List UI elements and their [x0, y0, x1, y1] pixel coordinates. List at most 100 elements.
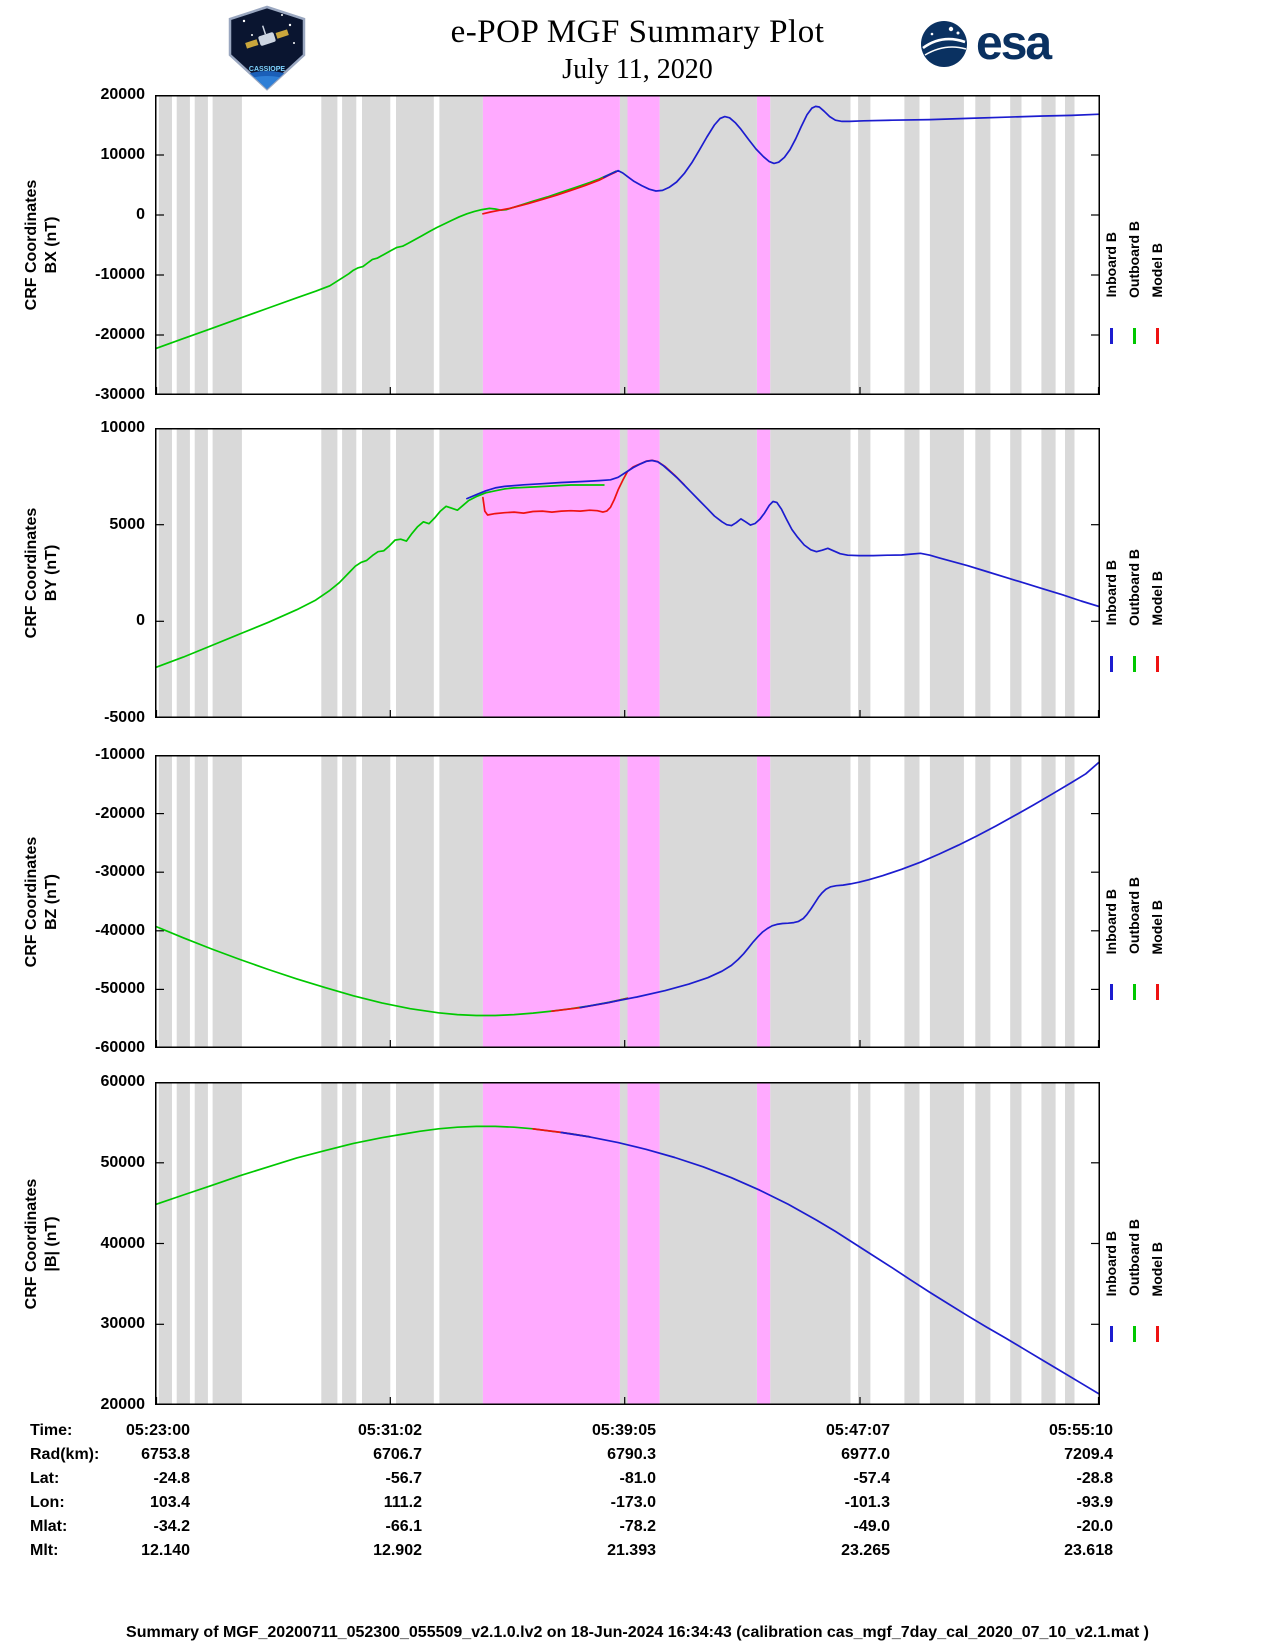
table-cell: -49.0 [853, 1518, 890, 1535]
table-cell: 05:47:07 [825, 1422, 890, 1439]
table-cell: -20.0 [1076, 1518, 1113, 1535]
legend-entry: Inboard B [1103, 789, 1119, 1000]
y-tick-label: -5000 [104, 709, 145, 726]
y-tick-label: -50000 [95, 980, 145, 998]
patch-label: CASSIOPE [249, 66, 286, 73]
legend-color-sample [1155, 655, 1159, 672]
legend-entry: Model B [1149, 133, 1165, 344]
footer-text: Summary of MGF_20200711_052300_055509_v2… [126, 1624, 1149, 1641]
y-tick-label: -40000 [95, 921, 145, 939]
table-row-label: Time: [30, 1422, 73, 1439]
legend-bx: Inboard B Outboard B Model B [1103, 133, 1165, 344]
y-tick-label: 10000 [100, 419, 146, 436]
y-tick-label: -20000 [95, 804, 145, 822]
table-cell: -93.9 [1076, 1494, 1113, 1511]
legend-color-sample [1109, 327, 1113, 344]
legend-color-sample [1155, 327, 1159, 344]
legend-entry: Model B [1149, 461, 1165, 672]
table-cell: 6753.8 [141, 1446, 190, 1463]
y-tick-label: -30000 [95, 863, 145, 881]
series-line-inboard-b [466, 459, 1100, 608]
table-cell: -78.2 [619, 1518, 656, 1535]
legend-color-sample [1155, 984, 1159, 1000]
y-tick-label: 20000 [100, 86, 146, 103]
legend-color-sample [1132, 327, 1136, 344]
table-cell: 6790.3 [607, 1446, 656, 1463]
y-tick-label: 0 [136, 206, 145, 223]
esa-emblem-icon [921, 21, 967, 67]
series-line-outboard-b [155, 170, 618, 350]
legend-color-sample [1155, 1326, 1159, 1342]
y-tick-label: 20000 [100, 1396, 146, 1413]
plot-area-bx [155, 95, 1100, 395]
legend-color-sample [1109, 984, 1113, 1000]
table-cell: -28.8 [1076, 1470, 1113, 1487]
series-line-outboard-b [155, 1125, 591, 1206]
chart-panel-bmag: CRF Coordinates |B| (nT) 60000 50000 40000 30… [0, 1073, 1275, 1413]
legend-bmag: Inboard B Outboard B Model B [1103, 1131, 1165, 1342]
legend-entry: Inboard B [1103, 1131, 1119, 1342]
series-line-model-b [482, 170, 618, 215]
y-tick-label: -10000 [95, 746, 145, 763]
esa-wordmark: esa [976, 17, 1052, 70]
plot-area-bmag [155, 1082, 1100, 1405]
plot-area-bz [155, 755, 1100, 1048]
y-tick-label: 60000 [100, 1073, 146, 1090]
y-tick-label: -30000 [95, 386, 145, 403]
table-cell: 6706.7 [373, 1446, 422, 1463]
y-tick-label: 40000 [100, 1234, 146, 1252]
legend-color-sample [1109, 1326, 1113, 1342]
y-tick-label: -10000 [95, 266, 145, 283]
table-cell: 111.2 [383, 1494, 422, 1511]
table-row-label: Mlat: [30, 1518, 68, 1535]
legend-color-sample [1132, 655, 1136, 672]
legend-entry: Inboard B [1103, 461, 1119, 672]
page-date: July 11, 2020 [562, 54, 713, 85]
table-row-label: Rad(km): [30, 1446, 100, 1463]
table-cell: 05:39:05 [591, 1422, 656, 1439]
chart-panel-bx: CRF Coordinates BX (nT) 20000 10000 0 -10000-… [0, 86, 1275, 403]
chart-panel-by: CRF Coordinates BY (nT) 10000 5000 0 -5000 Inb… [0, 419, 1275, 726]
table-cell: 21.393 [607, 1542, 656, 1559]
legend-entry: Outboard B [1126, 1131, 1142, 1342]
series-line-inboard-b [603, 105, 1100, 192]
series-line-inboard-b [560, 1131, 1100, 1396]
y-tick-label: 10000 [100, 146, 146, 163]
legend-entry: Outboard B [1126, 461, 1142, 672]
cassiope-mission-patch-icon: CASSIOPE [228, 5, 306, 91]
legend-bz: Inboard B Outboard B Model B [1103, 789, 1165, 1000]
table-row-label: Lon: [30, 1494, 65, 1511]
legend-entry: Outboard B [1126, 133, 1142, 344]
table-cell: -57.4 [853, 1470, 890, 1487]
table-cell: 23.618 [1064, 1542, 1113, 1559]
legend-color-sample [1109, 655, 1113, 672]
table-cell: 12.902 [373, 1542, 422, 1559]
y-tick-label: 30000 [100, 1315, 146, 1333]
y-tick-label: -20000 [95, 326, 145, 343]
table-cell: -24.8 [153, 1470, 190, 1487]
y-tick-label: 5000 [109, 515, 145, 533]
table-cell: -34.2 [153, 1518, 190, 1535]
legend-color-sample [1132, 1326, 1136, 1342]
legend-color-sample [1132, 984, 1136, 1000]
table-cell: 05:55:10 [1048, 1422, 1113, 1439]
esa-logo: esa [920, 17, 1052, 70]
table-cell: -173.0 [610, 1494, 656, 1511]
table-row-label: Mlt: [30, 1542, 59, 1559]
table-row-label: Lat: [30, 1470, 60, 1487]
table-cell: 05:23:00 [125, 1422, 190, 1439]
series-line-outboard-b [155, 484, 605, 669]
series-line-inboard-b [579, 760, 1100, 1009]
y-tick-label: 0 [136, 612, 145, 630]
table-cell: -56.7 [385, 1470, 422, 1487]
page-title: e-POP MGF Summary Plot [450, 14, 825, 50]
table-cell: 05:31:02 [357, 1422, 422, 1439]
legend-entry: Outboard B [1126, 789, 1142, 1000]
y-tick-label: 50000 [100, 1153, 146, 1171]
table-cell: 7209.4 [1064, 1446, 1113, 1463]
y-tick-label: -60000 [95, 1039, 145, 1056]
table-cell: 12.140 [141, 1542, 190, 1559]
table-cell: 6977.0 [841, 1446, 890, 1463]
